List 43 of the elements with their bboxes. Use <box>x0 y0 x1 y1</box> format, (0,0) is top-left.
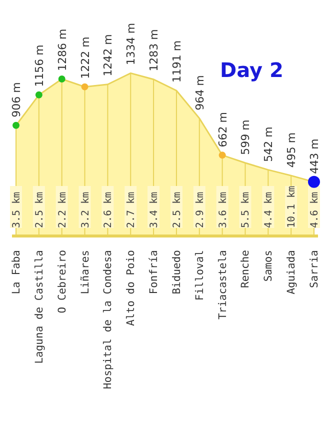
x-tick-label: Samos <box>262 250 275 282</box>
x-tick-label: Biduedo <box>170 250 183 294</box>
x-tick-label: Sarria <box>308 250 320 288</box>
data-label: 964 m <box>193 75 206 110</box>
x-tick-label: Laguna de Castilla <box>33 250 46 364</box>
x-tick-label: Fonfría <box>148 250 160 294</box>
x-tick-label: Aguiada <box>286 250 298 294</box>
annotation: 2.9 km <box>194 192 206 228</box>
data-label: 1191 m <box>170 40 184 83</box>
x-tick-label: O Cebreiro <box>56 250 68 314</box>
data-label: 1283 m <box>148 29 161 72</box>
annotation: 3.2 km <box>80 192 92 228</box>
annotation: 2.7 km <box>126 192 138 228</box>
data-label: 1334 m <box>124 22 138 66</box>
data-label: 1242 m <box>102 34 115 76</box>
x-tick-label: La Faba <box>10 250 22 294</box>
x-tick-label: Alto do Poio <box>125 250 138 326</box>
data-label: 662 m <box>216 112 230 148</box>
annotation: 3.5 km <box>12 192 22 228</box>
annotation: 2.5 km <box>34 192 46 228</box>
x-tick-label: Liñares <box>79 250 92 294</box>
annotation: 4.6 km <box>310 192 320 228</box>
data-label: 906 m <box>10 82 23 118</box>
data-label: 599 m <box>239 120 252 155</box>
x-tick-label: Filloval <box>194 250 206 301</box>
annotation: 3.4 km <box>149 192 160 228</box>
data-label: 443 m <box>308 138 321 174</box>
data-label: 1156 m <box>32 44 46 87</box>
annotation: 2.2 km <box>57 192 68 228</box>
x-tick-label: Renche <box>240 250 252 288</box>
data-label: 495 m <box>285 132 298 168</box>
chart-title: Day 2 <box>220 58 284 82</box>
annotation: 2.5 km <box>172 192 183 228</box>
x-tick-label: Hospital de la Condesa <box>102 250 114 390</box>
annotation: 3.6 km <box>218 192 229 228</box>
annotation: 2.6 km <box>103 192 114 228</box>
annotation: 10.1 km <box>286 186 298 228</box>
annotation: 5.5 km <box>240 192 252 228</box>
data-label: 1286 m <box>56 28 69 72</box>
annotation: 4.4 km <box>264 192 275 228</box>
data-label: 1222 m <box>78 36 92 79</box>
data-label: 542 m <box>262 126 276 162</box>
x-tick-label: Triacastela <box>216 250 229 320</box>
